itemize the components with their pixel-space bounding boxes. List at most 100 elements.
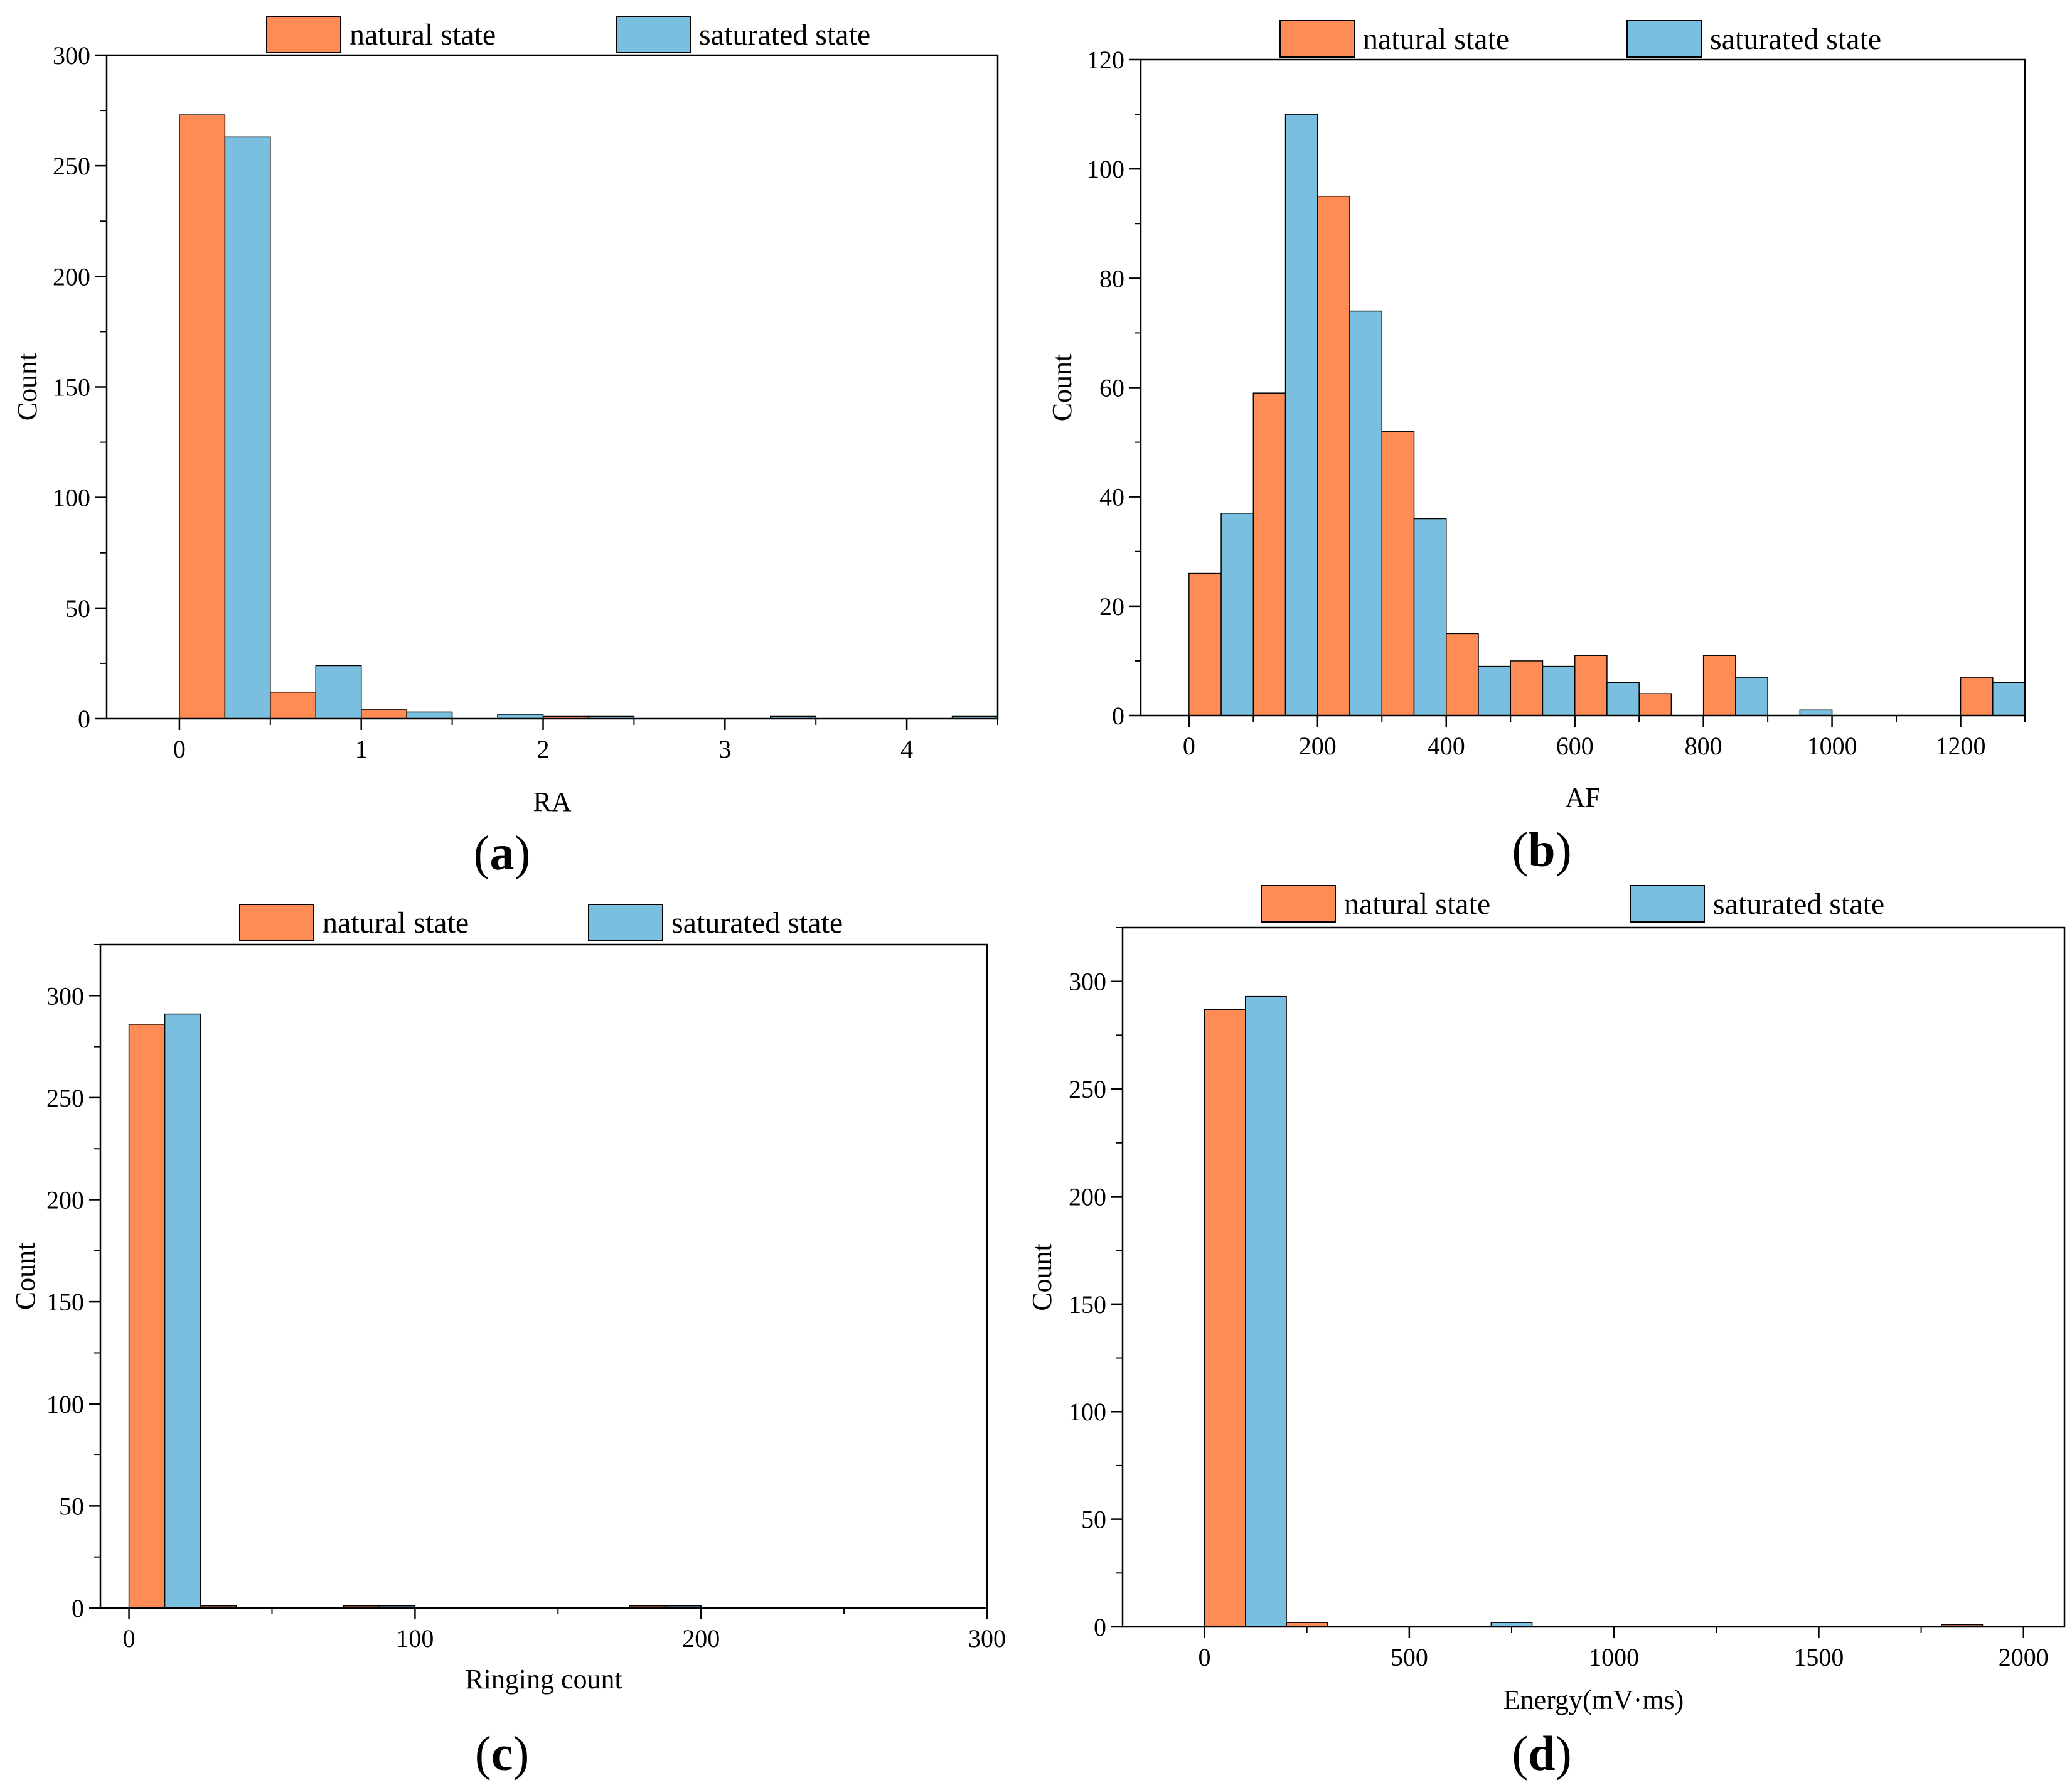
y-tick-label-c-1: 50 bbox=[59, 1492, 84, 1520]
y-tick-label-d-3: 150 bbox=[1069, 1290, 1106, 1319]
y-tick-label-d-4: 200 bbox=[1069, 1182, 1106, 1211]
x-tick-label-c-3: 300 bbox=[968, 1624, 1006, 1653]
bars-b bbox=[1188, 114, 2025, 715]
bar-saturated-b-5 bbox=[1542, 665, 1576, 715]
legend-label-saturated-c: saturated state bbox=[671, 906, 843, 940]
legend-d: natural state saturated state bbox=[1261, 885, 1884, 923]
bar-natural-b-1 bbox=[1252, 392, 1286, 715]
legend-c: natural state saturated state bbox=[239, 904, 843, 941]
panel-caption-close-c: ) bbox=[513, 1726, 529, 1781]
y-tick-label-c-4: 200 bbox=[46, 1186, 84, 1214]
y-tick-label-d-6: 300 bbox=[1069, 968, 1106, 996]
x-tick-label-b-2: 400 bbox=[1428, 732, 1465, 760]
chart-panel-c: 0 50 100 150 200 250 300 0 100 200 300 Ringing coun… bbox=[10, 904, 1006, 1781]
bar-natural-a-1 bbox=[270, 691, 317, 719]
y-tick-label-a-2: 100 bbox=[53, 484, 90, 512]
y-tick-label-d-5: 250 bbox=[1069, 1075, 1106, 1103]
y-tick-label-b-3: 60 bbox=[1099, 374, 1124, 402]
x-tick-label-c-2: 200 bbox=[682, 1624, 720, 1653]
x-tick-label-b-4: 800 bbox=[1685, 732, 1722, 760]
bar-natural-b-4 bbox=[1445, 633, 1479, 715]
x-tick-label-b-6: 1200 bbox=[1936, 732, 1986, 760]
legend-label-natural-c: natural state bbox=[323, 906, 469, 940]
bar-saturated-c-3 bbox=[378, 1605, 416, 1608]
bar-saturated-a-2 bbox=[406, 711, 453, 719]
y-axis-label-c: Count bbox=[10, 1243, 41, 1310]
panel-caption-open-b: ( bbox=[1512, 822, 1528, 877]
legend-swatch-saturated-d bbox=[1630, 885, 1705, 923]
bars-d bbox=[1204, 995, 1984, 1627]
legend-label-saturated-d: saturated state bbox=[1713, 887, 1884, 921]
y-tick-label-b-2: 40 bbox=[1099, 483, 1124, 512]
bar-natural-c-0 bbox=[128, 1024, 166, 1608]
bar-natural-a-0 bbox=[179, 114, 226, 719]
panel-caption-close-b: ) bbox=[1556, 822, 1572, 877]
legend-label-natural-a: natural state bbox=[350, 18, 496, 51]
y-axis-label-d: Count bbox=[1027, 1243, 1057, 1311]
y-tick-label-b-4: 80 bbox=[1099, 264, 1124, 292]
bar-natural-b-8 bbox=[1702, 655, 1736, 715]
bar-saturated-c-7 bbox=[665, 1605, 702, 1608]
legend-b: natural state saturated state bbox=[1279, 20, 1881, 58]
x-tick-label-b-3: 600 bbox=[1556, 732, 1594, 760]
bar-saturated-b-4 bbox=[1478, 665, 1511, 715]
legend-swatch-natural-c bbox=[239, 904, 314, 941]
y-tick-label-c-6: 300 bbox=[46, 982, 84, 1010]
bar-natural-b-5 bbox=[1510, 660, 1544, 715]
bar-saturated-b-9 bbox=[1799, 709, 1833, 715]
bar-saturated-b-2 bbox=[1349, 310, 1383, 715]
y-tick-label-b-0: 0 bbox=[1112, 702, 1124, 730]
y-tick-label-b-6: 120 bbox=[1087, 46, 1124, 74]
bar-saturated-a-3 bbox=[497, 714, 544, 719]
panel-caption-letter-a: a bbox=[490, 825, 515, 880]
x-tick-label-c-1: 100 bbox=[396, 1624, 434, 1653]
bar-saturated-b-3 bbox=[1413, 518, 1447, 715]
x-tick-label-a-3: 3 bbox=[718, 735, 731, 763]
y-tick-label-a-6: 300 bbox=[53, 41, 90, 70]
panel-caption-close-a: ) bbox=[515, 825, 531, 880]
panel-caption-open-d: ( bbox=[1512, 1726, 1528, 1781]
legend-label-natural-b: natural state bbox=[1363, 23, 1509, 56]
x-axis-label-d: Energy(mV·ms) bbox=[1503, 1685, 1684, 1715]
bar-natural-d-0 bbox=[1204, 1009, 1246, 1627]
bar-saturated-a-0 bbox=[224, 136, 271, 719]
x-tick-label-b-0: 0 bbox=[1183, 732, 1195, 760]
bar-natural-b-3 bbox=[1381, 431, 1415, 715]
legend-swatch-saturated-c bbox=[588, 904, 663, 941]
panel-caption-a: (a) bbox=[474, 825, 531, 880]
x-tick-label-b-1: 200 bbox=[1299, 732, 1337, 760]
x-tick-label-a-0: 0 bbox=[173, 735, 186, 763]
y-tick-label-c-3: 150 bbox=[46, 1288, 84, 1316]
bar-saturated-b-6 bbox=[1606, 682, 1640, 715]
legend-swatch-saturated-b bbox=[1626, 20, 1702, 58]
panel-caption-letter-b: b bbox=[1528, 822, 1555, 877]
panel-caption-open-a: ( bbox=[474, 825, 490, 880]
x-tick-label-d-2: 1000 bbox=[1589, 1643, 1639, 1671]
y-tick-label-b-1: 20 bbox=[1099, 592, 1124, 621]
chart-panel-d: 0 50 100 150 200 250 300 0 500 1000 1500 2000 Energy… bbox=[1027, 885, 2066, 1781]
bars-c bbox=[128, 1013, 702, 1608]
bar-saturated-a-8 bbox=[951, 715, 998, 719]
y-tick-label-a-1: 50 bbox=[65, 594, 90, 623]
bar-saturated-d-0 bbox=[1245, 995, 1287, 1627]
legend-label-saturated-b: saturated state bbox=[1710, 23, 1881, 56]
y-tick-label-c-0: 0 bbox=[72, 1594, 84, 1622]
bar-natural-b-12 bbox=[1960, 677, 1994, 715]
bar-saturated-c-0 bbox=[164, 1013, 201, 1608]
legend-swatch-natural-d bbox=[1261, 885, 1336, 923]
y-tick-label-a-4: 200 bbox=[53, 262, 90, 291]
y-tick-label-a-5: 250 bbox=[53, 152, 90, 180]
y-tick-label-b-5: 100 bbox=[1087, 155, 1124, 183]
bar-natural-b-2 bbox=[1317, 195, 1350, 715]
bar-saturated-b-0 bbox=[1220, 513, 1254, 715]
x-tick-label-a-4: 4 bbox=[900, 735, 913, 763]
bar-saturated-a-6 bbox=[770, 715, 816, 719]
bar-saturated-b-1 bbox=[1284, 114, 1318, 715]
bar-saturated-b-8 bbox=[1735, 677, 1768, 715]
plot-frame-c bbox=[99, 943, 988, 1609]
legend-swatch-natural-a bbox=[266, 16, 341, 53]
x-axis-label-a: RA bbox=[533, 786, 571, 817]
legend-swatch-saturated-a bbox=[616, 16, 691, 53]
